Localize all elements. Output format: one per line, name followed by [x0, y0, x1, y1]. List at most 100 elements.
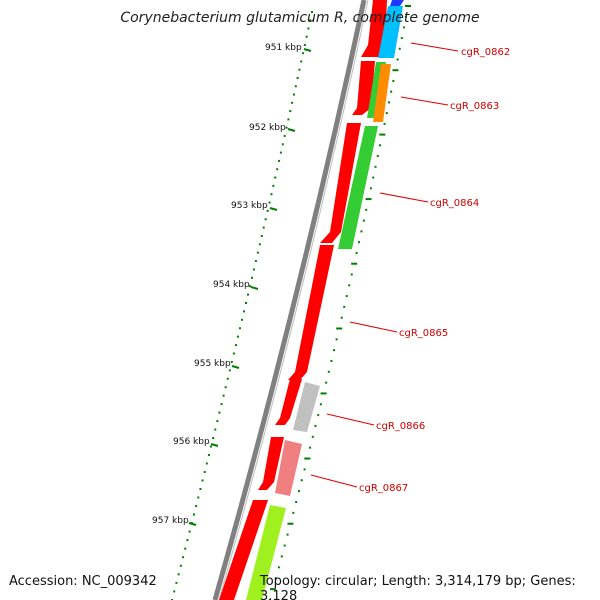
scale-label-952: 952 kbp [249, 123, 286, 133]
outer-dot [319, 403, 322, 406]
outer-dot [345, 295, 348, 298]
outer-dotted-arc [269, 5, 411, 600]
outer-dot [277, 566, 280, 569]
gene-label-cgr-0866[interactable]: cgR_0866 [376, 421, 425, 432]
scale-label-954: 954 kbp [213, 280, 250, 290]
outer-dot [398, 47, 401, 50]
leader-cgr-0867 [310, 474, 358, 488]
outer-dot [383, 122, 386, 125]
scale-label-951: 951 kbp [265, 43, 302, 53]
scale-dot [195, 505, 198, 508]
scale-dot [230, 360, 233, 363]
outer-dot [304, 457, 311, 460]
outer-dot [376, 155, 379, 158]
scale-dot [283, 134, 286, 137]
scale-dot [287, 118, 290, 121]
scale-dot [260, 234, 263, 237]
gene-label-cgr-0865[interactable]: cgR_0865 [399, 328, 448, 339]
scale-dot [292, 93, 295, 96]
cds-track-forward [219, 0, 387, 600]
scale-dot [303, 43, 306, 46]
outer-dot [350, 273, 353, 276]
gene-label-cgr-0864[interactable]: cgR_0864 [430, 198, 479, 209]
scale-dot [266, 209, 269, 212]
scale-dot [205, 462, 208, 465]
outer-dot [311, 435, 314, 438]
scale-ticks [188, 48, 312, 526]
scale-dot [270, 193, 273, 196]
scale-dot [192, 513, 195, 516]
outer-dot [295, 500, 298, 503]
cds-arrow [320, 123, 361, 243]
scale-dot [298, 68, 301, 71]
scale-dot [197, 496, 200, 499]
scale-dot [256, 251, 259, 254]
scale-dot [279, 151, 282, 154]
scale-dot [216, 420, 219, 423]
outer-dot [404, 15, 407, 18]
outer-dot [280, 555, 283, 558]
outer-dot [390, 90, 393, 93]
scale-dot [182, 556, 185, 559]
scale-dot [300, 60, 303, 63]
scale-dot [311, 11, 313, 13]
gene-label-cgr-0867[interactable]: cgR_0867 [359, 483, 408, 494]
accession-text: Accession: NC_009342 [9, 574, 157, 589]
scale-label-953: 953 kbp [231, 201, 268, 211]
outer-dot [355, 251, 358, 254]
gene-labels: cgR_0862 cgR_0863 cgR_0864 cgR_0865 cgR_… [359, 47, 510, 494]
scale-dot [242, 310, 245, 313]
scale-dot [296, 76, 299, 79]
outer-dot [330, 359, 333, 362]
outer-dot [358, 241, 361, 244]
scale-dot [203, 470, 206, 473]
scale-dot [222, 394, 225, 397]
scale-dot [173, 590, 176, 593]
gene-label-cgr-0862[interactable]: cgR_0862 [461, 47, 510, 58]
outer-dot [336, 327, 343, 330]
scale-dot [307, 27, 310, 30]
cds-arrow [288, 245, 334, 380]
outer-dot [340, 316, 343, 319]
scale-labels: 951 kbp 952 kbp 953 kbp 954 kbp 955 kbp … [152, 43, 302, 526]
scale-dot [262, 226, 265, 229]
scale-dot [236, 335, 239, 338]
scale-label-956: 956 kbp [173, 437, 210, 447]
gene-track [246, 0, 404, 600]
gene-label-cgr-0863[interactable]: cgR_0863 [450, 101, 499, 112]
scale-dot [228, 369, 231, 372]
scale-dot [245, 302, 247, 304]
scale-dot [179, 564, 182, 567]
outer-dot [283, 544, 286, 547]
scale-tick [303, 48, 312, 52]
scale-dot [201, 479, 204, 482]
map-title: Corynebacterium glutamicum R, complete g… [120, 10, 480, 26]
scale-dot [268, 201, 271, 204]
scale-dot [252, 268, 255, 271]
scale-tick [250, 286, 259, 290]
leader-cgr-0864 [379, 192, 429, 203]
outer-dot [360, 230, 363, 233]
gene-arrow-lime [246, 505, 286, 600]
cds-arrow [258, 437, 284, 490]
scale-dot [199, 487, 202, 490]
scale-dot [250, 276, 253, 279]
gene-arrow-cgr-0866 [293, 382, 320, 432]
outer-dot [387, 101, 390, 104]
scale-dot [214, 428, 217, 431]
outer-dot [333, 349, 336, 352]
gene-arrow-cgr-0864 [338, 126, 378, 249]
scale-tick [231, 365, 240, 369]
scale-dot [226, 377, 229, 380]
scale-dot [302, 52, 305, 55]
cds-arrow [219, 500, 268, 600]
scale-dot [175, 581, 178, 584]
scale-dotted-arc [171, 11, 313, 600]
outer-dot [405, 5, 411, 7]
scale-dot [188, 530, 191, 533]
gene-arrow-cgr-0867 [275, 440, 302, 496]
topology-text: Topology: circular; Length: 3,314,179 bp… [260, 574, 576, 600]
outer-dot [385, 112, 388, 115]
scale-dot [184, 547, 187, 550]
outer-dot [392, 69, 399, 72]
